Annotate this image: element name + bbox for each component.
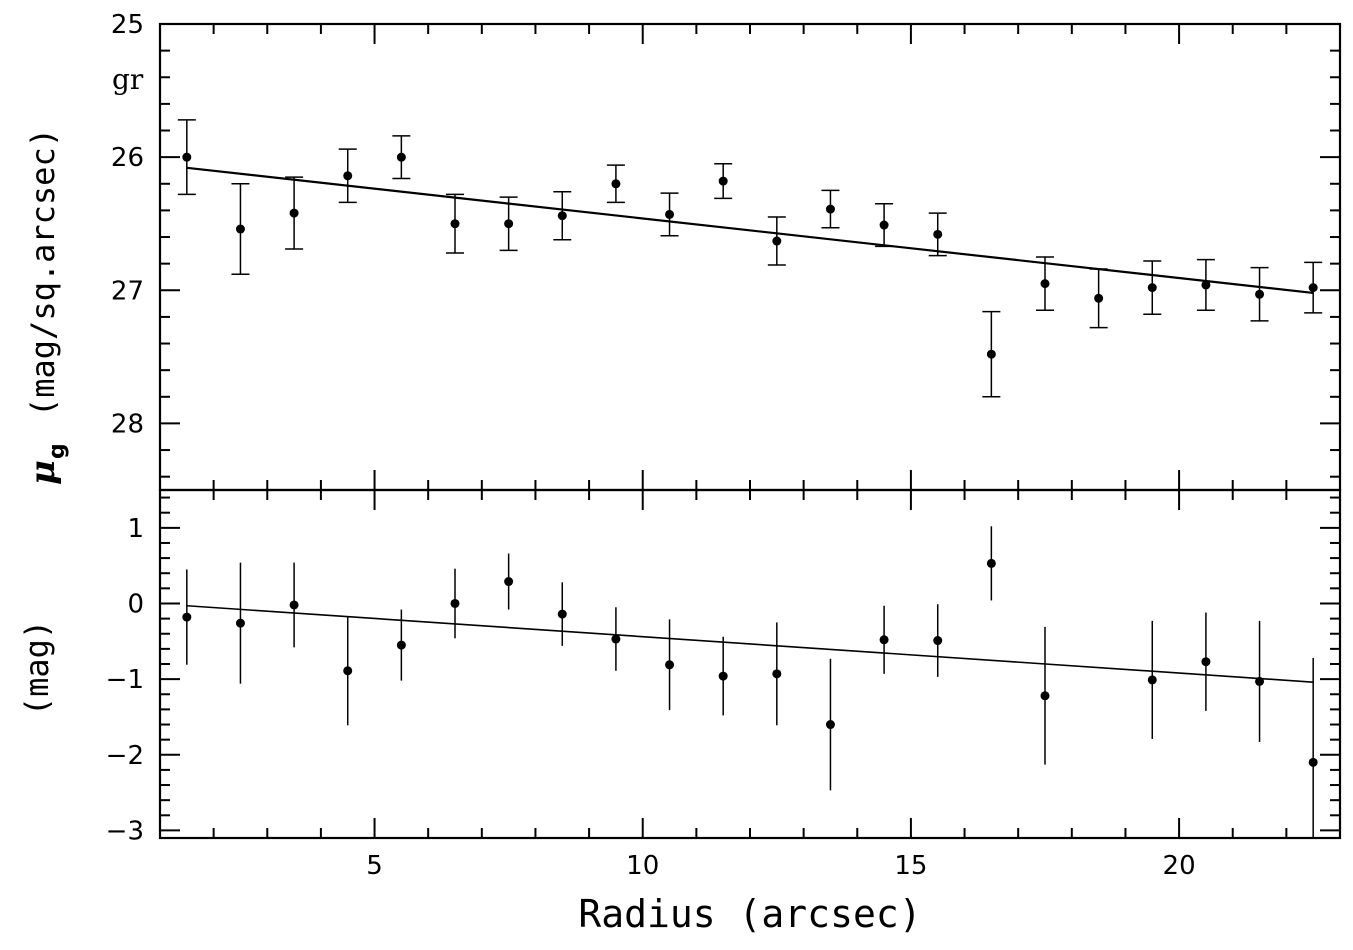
top-data-point (343, 171, 353, 181)
bottom-panel: 10−1−2−35 10 15 20 (106, 488, 1342, 881)
y-axis-symbol-mu: μ (23, 460, 63, 485)
bottom-data-point (1308, 757, 1318, 767)
bottom-data-point (933, 636, 943, 646)
bottom-data-point (1255, 676, 1265, 686)
top-fit-line (186, 166, 1314, 295)
bottom-y-tick-label: 1 (127, 514, 144, 544)
x-axis-label: Radius (arcsec) (578, 892, 921, 936)
top-data-point (396, 152, 406, 162)
bottom-data-point (665, 660, 675, 670)
top-y-tick-label: 25 (111, 10, 144, 40)
top-data-point (235, 224, 245, 234)
top-data-point (611, 179, 621, 189)
panel-annotation: gr (112, 63, 144, 96)
x-tick-label: 20 (1163, 851, 1196, 881)
top-data-point (450, 219, 460, 229)
bottom-data-point (396, 640, 406, 650)
bottom-y-tick-label: 0 (127, 589, 144, 619)
top-data-point (1308, 283, 1318, 293)
bottom-data-point (718, 671, 728, 681)
bottom-data-point (879, 635, 889, 645)
top-data-point (1201, 280, 1211, 290)
x-tick-label: 10 (626, 851, 659, 881)
top-data-point (772, 236, 782, 246)
top-data-point (879, 220, 889, 230)
y-axis-subscript-g: g (45, 443, 70, 459)
bottom-data-point (289, 600, 299, 610)
y-axis-label-top: (mag/sq.arcsec) (24, 128, 62, 417)
bottom-y-tick-label: −2 (106, 741, 144, 771)
top-data-point (1040, 279, 1050, 289)
bottom-data-point (1147, 675, 1157, 685)
top-data-point (504, 219, 514, 229)
bottom-data-point (772, 669, 782, 679)
bottom-data-point (235, 618, 245, 628)
top-y-tick-label: 26 (111, 143, 144, 173)
top-data-point (1147, 283, 1157, 293)
top-y-tick-label: 28 (111, 409, 144, 439)
bottom-data-point (611, 634, 621, 644)
x-tick-label: 15 (894, 851, 927, 881)
x-tick-label: 5 (366, 851, 383, 881)
top-data-point (825, 204, 835, 214)
bottom-data-point (182, 612, 192, 622)
bottom-data-point (450, 598, 460, 608)
top-data-point (933, 229, 943, 239)
bottom-data-point (986, 558, 996, 568)
top-panel-frame (158, 22, 1342, 492)
top-data-point (665, 209, 675, 219)
bottom-data-point (825, 720, 835, 730)
bottom-y-tick-label: −3 (106, 816, 144, 846)
top-data-point (557, 211, 567, 221)
top-y-tick-label: 27 (111, 276, 144, 306)
y-axis-title-top: μ g (mag/sq.arcsec) (23, 128, 70, 485)
bottom-data-point (343, 666, 353, 676)
top-data-point (986, 349, 996, 359)
bottom-data-point (1040, 691, 1050, 701)
bottom-y-tick-label: −1 (106, 665, 144, 695)
bottom-data-point (504, 577, 514, 587)
bottom-data-point (557, 609, 567, 619)
bottom-panel-frame (158, 488, 1342, 840)
top-data-point (182, 152, 192, 162)
top-panel: 25 26 27 28 (111, 10, 1342, 492)
bottom-fit-line (186, 604, 1314, 683)
y-axis-label-bottom: (mag) (18, 620, 56, 716)
top-data-point (1094, 293, 1104, 303)
top-data-point (1255, 289, 1265, 299)
bottom-data-point (1201, 657, 1211, 667)
top-data-point (289, 208, 299, 218)
top-data-point (718, 176, 728, 186)
